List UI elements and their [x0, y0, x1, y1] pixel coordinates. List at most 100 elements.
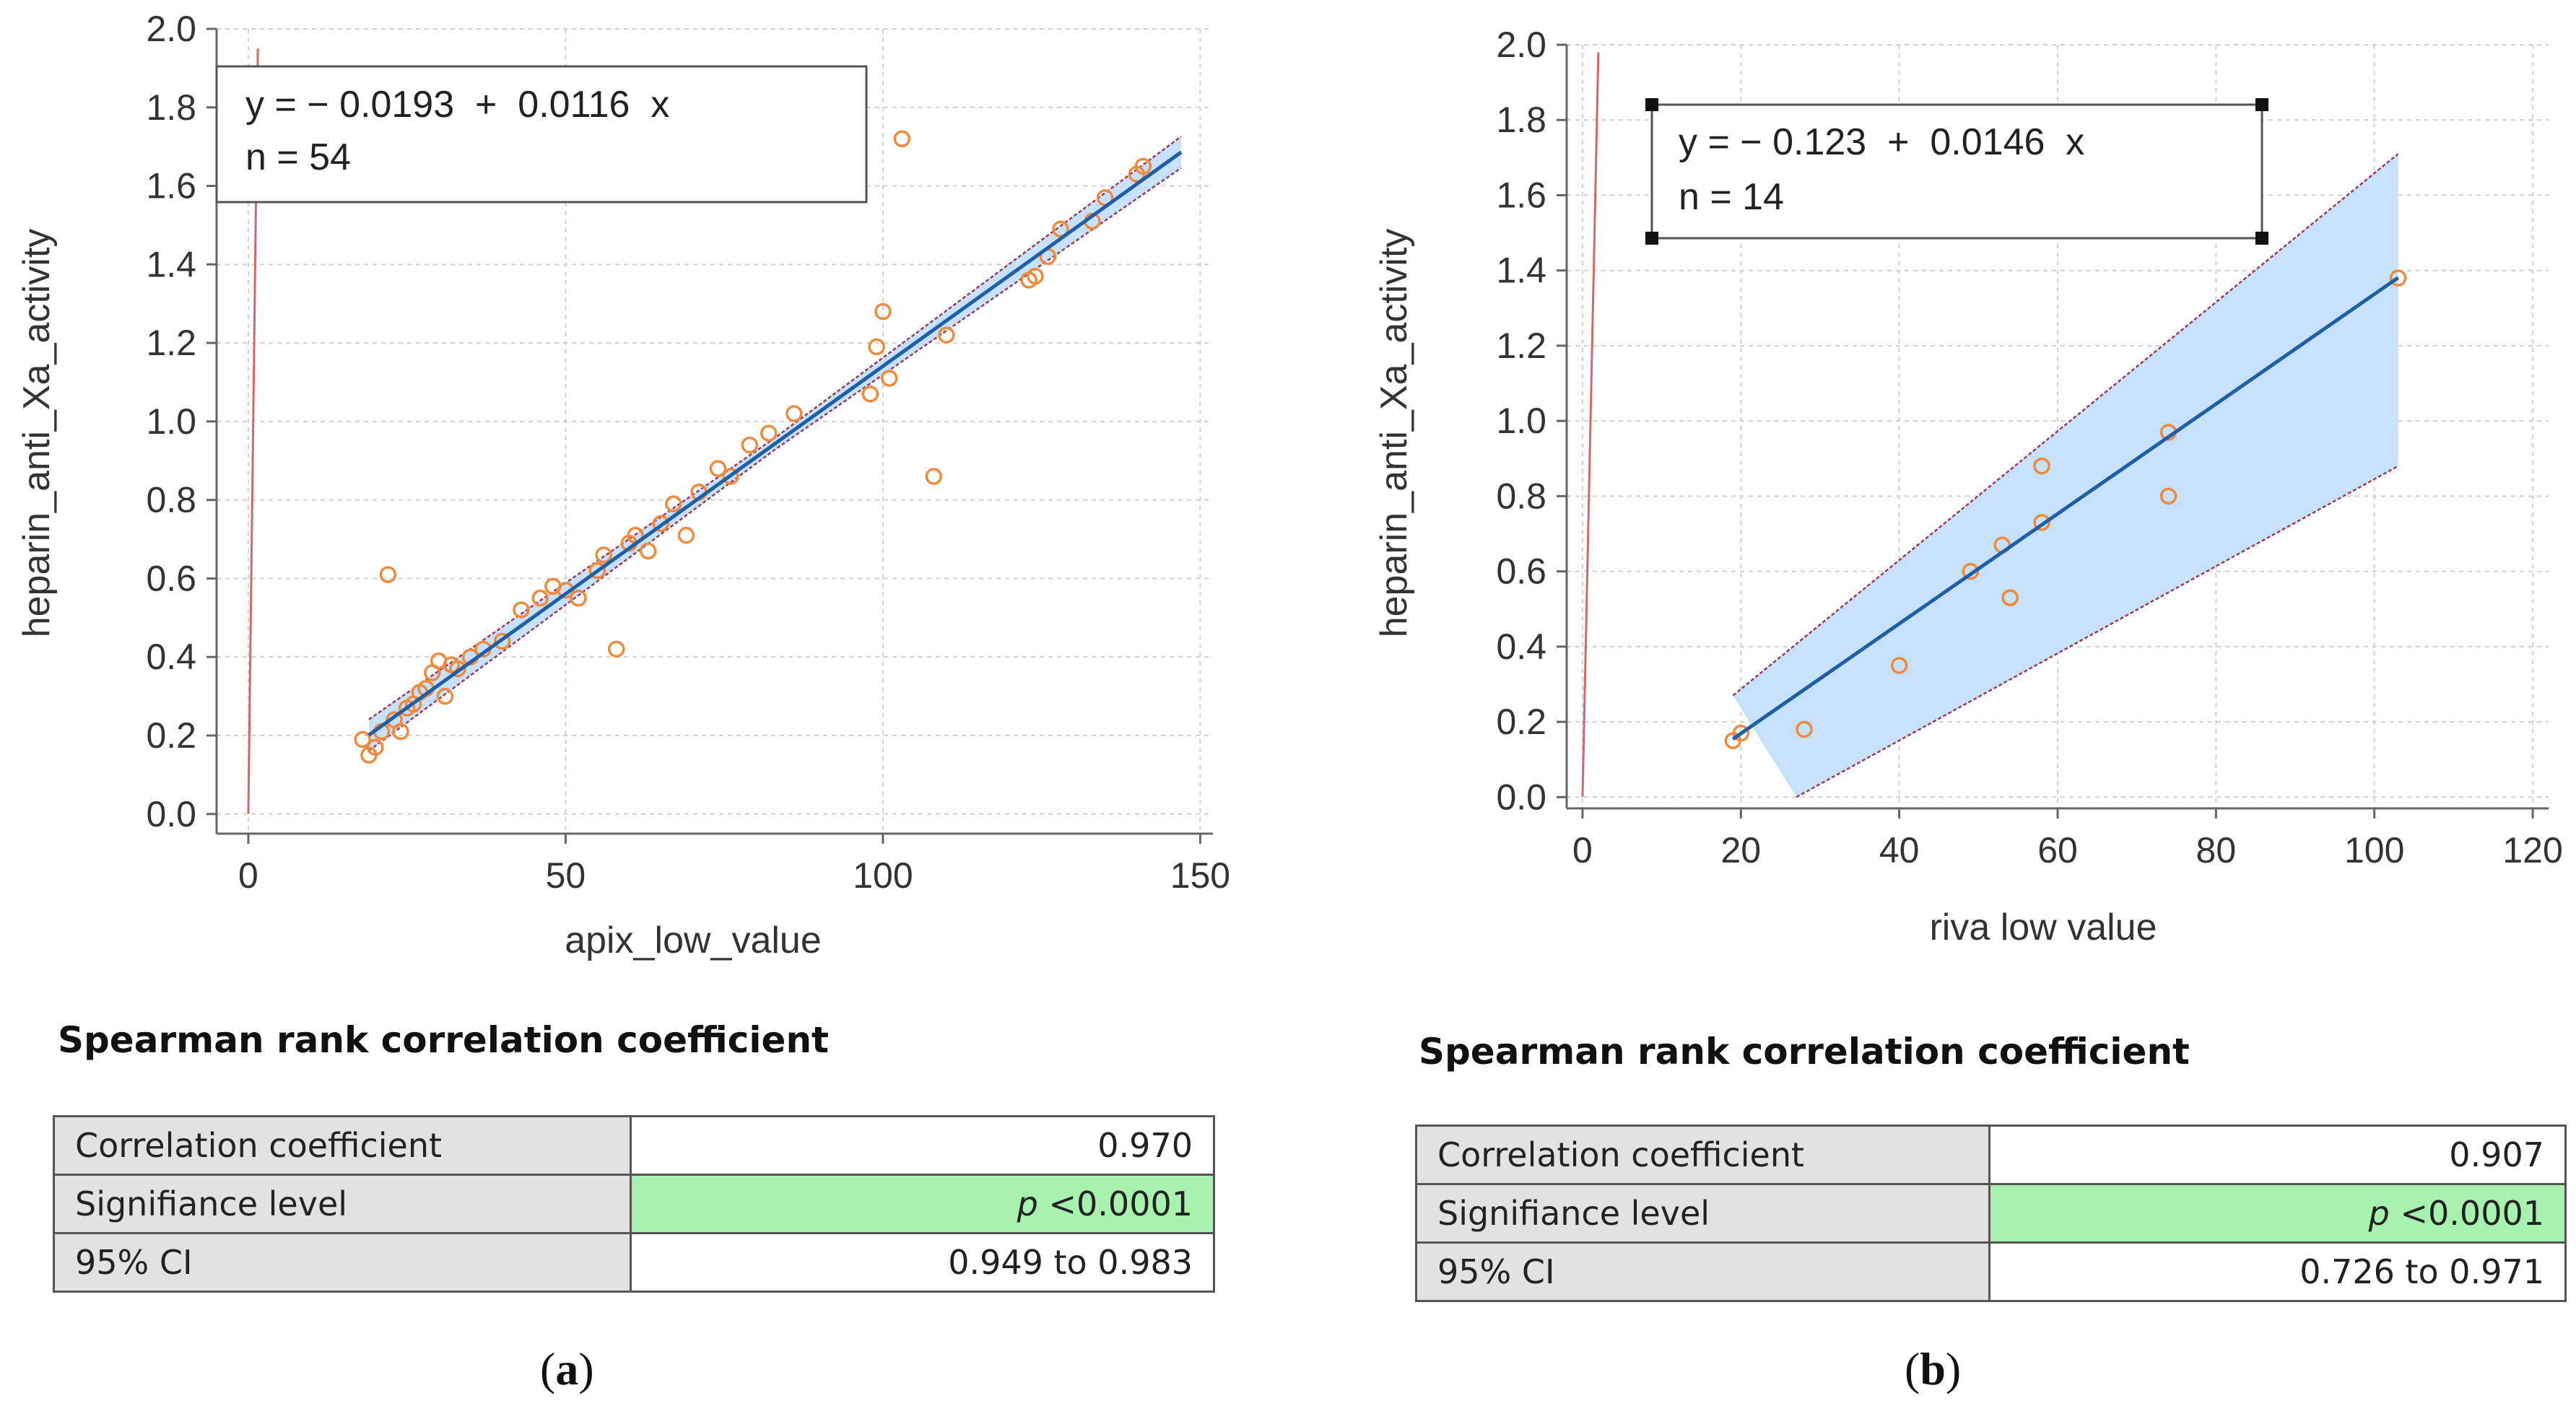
p-value: <0.0001: [2400, 1194, 2545, 1233]
data-point: [639, 542, 657, 560]
x-tick-label: 80: [2196, 830, 2237, 870]
stat-value-significance: p <0.0001: [630, 1174, 1215, 1234]
data-point: [392, 722, 409, 741]
y-tick-label: 1.6: [1496, 175, 1546, 215]
resize-handle-bottom-left[interactable]: [1645, 232, 1658, 245]
data-point: [493, 632, 511, 650]
panel-letter-b: b: [1920, 1343, 1946, 1394]
ci-lower-line: [1796, 465, 2399, 798]
y-tick-label: 1.6: [146, 166, 196, 206]
stat-value-correlation: 0.907: [1988, 1125, 2567, 1185]
equation-box-a: y = − 0.0193 + 0.0116 x n = 54: [215, 65, 868, 204]
resize-handle-top-right[interactable]: [2255, 98, 2268, 111]
data-point: [874, 302, 892, 320]
y-tick-label: 1.8: [146, 87, 196, 128]
stat-label-correlation: Correlation coefficient: [1415, 1125, 1990, 1185]
regression-line: [1731, 276, 2400, 741]
x-tick-label: 40: [1879, 830, 1920, 870]
y-axis-title-b: heparin_anti_Xa_activity: [1373, 229, 1415, 638]
panel-letter-a: a: [555, 1343, 579, 1394]
stat-value-correlation: 0.970: [630, 1115, 1215, 1176]
resize-handle-top-left[interactable]: [1645, 98, 1658, 111]
ci-lower-line: [368, 167, 1182, 752]
panel-label-a: (a): [540, 1343, 594, 1394]
data-point: [925, 468, 942, 485]
data-point: [1796, 720, 1813, 738]
stat-label-significance: Signifiance level: [1415, 1183, 1990, 1244]
y-tick-label: 0.0: [1496, 777, 1546, 817]
x-tick-label: 60: [2037, 830, 2078, 870]
y-tick-label: 0.8: [146, 480, 196, 520]
data-point: [1052, 220, 1069, 238]
resize-handle-bottom-right[interactable]: [2255, 232, 2268, 245]
table-row: 95% CI 0.726 to 0.971: [1415, 1241, 2567, 1302]
data-point: [760, 424, 778, 442]
data-point: [608, 640, 625, 658]
stat-label-significance: Signifiance level: [53, 1174, 632, 1234]
data-point: [366, 738, 384, 756]
data-point: [868, 338, 885, 356]
y-tick-label: 2.0: [1496, 25, 1546, 65]
x-tick-label: 50: [546, 855, 586, 896]
sample-size-b: n = 14: [1679, 176, 1784, 218]
data-point: [588, 562, 606, 580]
spearman-heading-b: Spearman rank correlation coefficient: [1419, 1031, 2190, 1073]
table-row: 95% CI 0.949 to 0.983: [53, 1232, 1215, 1293]
table-row: Correlation coefficient 0.907: [1415, 1125, 2567, 1185]
y-tick-label: 0.2: [146, 715, 196, 756]
chart-b: 0 20 40 60 80 100 120 0.0 0.2 0.4 0.6 0.8 1.0 1.2 1.4 1…: [1373, 25, 2563, 948]
x-axis-title-a: apix_low_value: [565, 920, 822, 961]
data-point: [938, 326, 955, 344]
table-row: Signifiance level p <0.0001: [1415, 1183, 2567, 1244]
data-point: [2001, 589, 2019, 606]
data-point: [2159, 487, 2177, 505]
data-point: [722, 468, 739, 485]
data-point: [436, 687, 454, 705]
y-tick-label: 0.4: [146, 637, 196, 677]
data-point: [677, 526, 695, 544]
x-tick-label: 0: [1572, 830, 1593, 870]
identity-line-b: [1581, 52, 1600, 798]
y-tick-label: 1.2: [1496, 326, 1546, 366]
y-tick-label: 0.6: [146, 558, 196, 598]
y-axis-title-a: heparin_anti_Xa_activity: [16, 229, 58, 638]
stat-label-correlation: Correlation coefficient: [53, 1115, 632, 1176]
equation-box-b[interactable]: y = − 0.123 + 0.0146 x n = 14: [1645, 98, 2268, 245]
y-tick-label: 1.2: [146, 323, 196, 363]
regression-line: [367, 150, 1183, 737]
data-point: [861, 385, 879, 403]
ticks-b: 0 20 40 60 80 100 120 0.0 0.2 0.4 0.6 0.8 1.0 1.2 1.4 1…: [1496, 25, 2562, 870]
y-tick-label: 2.0: [146, 9, 196, 49]
sample-size-a: n = 54: [245, 136, 351, 178]
panel-label-b: (b): [1905, 1343, 1962, 1394]
regression-line-b: [1731, 276, 2400, 741]
data-point: [1890, 657, 1908, 674]
ci-upper-line: [1732, 153, 2399, 697]
table-row: Signifiance level p <0.0001: [53, 1174, 1215, 1234]
spearman-table-a: Correlation coefficient 0.970 Signifianc…: [53, 1115, 1215, 1293]
data-point: [2389, 269, 2407, 287]
ci-band-fill: [1733, 154, 2398, 798]
equation-frame-b: [1650, 103, 2263, 240]
y-tick-label: 0.6: [1496, 551, 1546, 592]
spearman-heading-a: Spearman rank correlation coefficient: [58, 1019, 829, 1061]
data-point: [354, 730, 371, 748]
data-point: [2033, 457, 2050, 475]
data-point: [1134, 157, 1152, 175]
equation-frame-a: [215, 65, 868, 204]
p-symbol: p: [1017, 1184, 1038, 1223]
x-tick-label: 120: [2502, 830, 2562, 870]
data-point: [893, 130, 911, 148]
data-point: [513, 601, 530, 619]
spearman-table-b: Correlation coefficient 0.907 Signifianc…: [1415, 1125, 2567, 1302]
chart-a: 0 50 100 150 0.0 0.2 0.4 0.6 0.8 1.0 1.2 1.4 1.6 1.8 2…: [16, 9, 1230, 961]
x-tick-label: 0: [238, 855, 258, 896]
stat-value-significance: p <0.0001: [1988, 1183, 2567, 1244]
stat-value-ci: 0.726 to 0.971: [1988, 1241, 2567, 1302]
data-point: [652, 515, 670, 533]
stat-label-ci: 95% CI: [53, 1232, 632, 1293]
regression-line-a: [367, 150, 1183, 737]
ticks-a: 0 50 100 150 0.0 0.2 0.4 0.6 0.8 1.0 1.2 1.4 1.6 1.8 2…: [146, 9, 1230, 896]
y-tick-label: 0.8: [1496, 476, 1546, 516]
